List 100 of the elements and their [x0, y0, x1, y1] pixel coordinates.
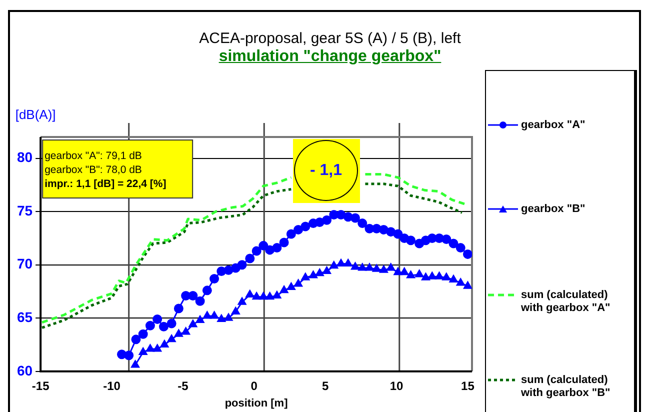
point [182, 327, 190, 335]
point [146, 344, 154, 352]
point [422, 272, 430, 280]
y-tick-label: 65 [16, 308, 33, 325]
point [294, 279, 303, 287]
point [315, 268, 324, 276]
point [406, 270, 415, 278]
point [456, 243, 466, 253]
point [286, 282, 296, 290]
point [138, 347, 148, 355]
point [152, 314, 162, 324]
y-tick-label: 80 [16, 149, 33, 166]
point [131, 360, 140, 368]
point [202, 311, 212, 319]
point [406, 236, 416, 246]
point [231, 306, 240, 314]
point [160, 340, 169, 348]
legend-label: sum (calculated) with gearbox "A" [521, 289, 612, 315]
annotation: gearbox "B": 78,0 dB [44, 164, 142, 176]
x-tick-label: 0 [250, 378, 258, 393]
point [372, 264, 381, 272]
point [145, 320, 155, 330]
point [380, 265, 388, 273]
legend-label: gearbox "A" [521, 119, 586, 132]
point [358, 263, 367, 271]
x-axis-title: position [m] [224, 397, 288, 410]
point [301, 272, 310, 280]
point [217, 314, 226, 322]
point [238, 297, 246, 305]
point [393, 229, 403, 239]
circle-badge: - 1,1 [293, 139, 360, 203]
point [138, 329, 148, 339]
point [449, 275, 458, 283]
annotation: - 1,1 [310, 162, 342, 180]
point [153, 344, 162, 352]
point [252, 292, 261, 300]
point [344, 259, 352, 267]
point [400, 268, 409, 276]
x-tick-label: 15 [461, 378, 475, 393]
point [166, 318, 176, 328]
point [365, 263, 374, 271]
x-tick-label: -15 [32, 378, 50, 393]
point [124, 350, 134, 360]
point [358, 218, 368, 228]
point [286, 229, 296, 239]
point [336, 259, 346, 267]
x-tick-label: 10 [390, 378, 404, 393]
point [202, 286, 212, 296]
chart-subtitle: simulation "change gearbox" [218, 48, 442, 66]
point [314, 217, 324, 227]
point [245, 254, 255, 264]
point [322, 215, 332, 225]
point [210, 311, 218, 319]
point [378, 224, 388, 234]
point [174, 329, 183, 337]
point [456, 278, 465, 286]
point [259, 292, 268, 300]
point [167, 334, 176, 342]
chart-title: ACEA-proposal, gear 5S (A) / 5 (B), left [198, 30, 462, 47]
y-tick-label: 60 [16, 362, 33, 378]
point [188, 291, 198, 301]
point [448, 238, 458, 248]
point [279, 238, 289, 248]
point [196, 316, 204, 324]
point [442, 234, 452, 244]
point [442, 272, 451, 280]
point [131, 334, 141, 344]
point [158, 322, 168, 332]
point [237, 260, 247, 270]
point [294, 224, 304, 234]
point [224, 313, 233, 321]
point [462, 249, 472, 259]
point [394, 268, 402, 276]
legend-label: sum (calculated) with gearbox "B" [521, 374, 612, 400]
point [386, 263, 396, 271]
point [330, 261, 338, 269]
point [252, 246, 262, 256]
point [464, 281, 472, 289]
annotation: gearbox "A": 79,1 dB [44, 150, 142, 162]
point [272, 243, 282, 253]
y-tick-label: 70 [16, 256, 33, 272]
point [300, 222, 310, 232]
point [266, 292, 274, 300]
annotation: impr.: 1,1 [dB] = 22,4 [%] [44, 178, 166, 190]
point [258, 240, 268, 250]
x-tick-label: -10 [103, 378, 121, 393]
y-tick-label: 75 [16, 202, 33, 218]
point [272, 291, 282, 299]
x-tick-label: -5 [178, 378, 189, 393]
point [309, 270, 318, 278]
point [195, 296, 205, 306]
point [246, 290, 254, 298]
point [350, 213, 360, 223]
legend-label: gearbox "B" [521, 203, 586, 216]
point [210, 274, 220, 284]
point [280, 286, 288, 294]
point [322, 266, 331, 274]
point [351, 262, 360, 270]
point [174, 304, 184, 314]
point [188, 320, 198, 328]
